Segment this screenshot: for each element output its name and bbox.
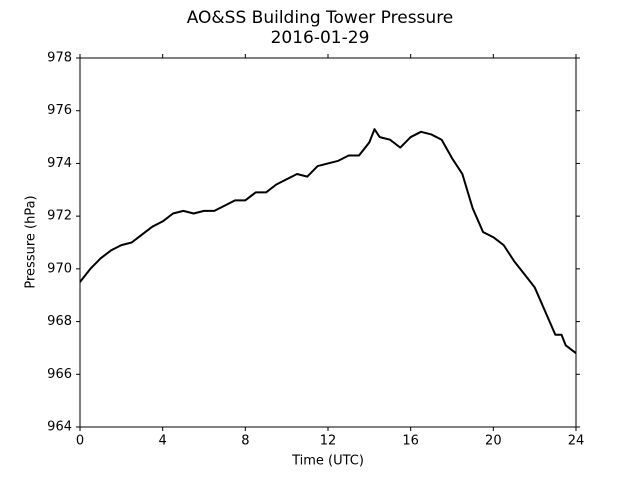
y-tick-label: 966 bbox=[47, 367, 72, 382]
x-tick-label: 8 bbox=[241, 434, 249, 449]
chart-title: AO&SS Building Tower Pressure bbox=[187, 8, 454, 28]
x-axis-label: Time (UTC) bbox=[291, 454, 364, 469]
y-axis-label: Pressure (hPa) bbox=[24, 195, 39, 288]
x-tick-label: 0 bbox=[76, 434, 84, 449]
x-tick-label: 24 bbox=[568, 434, 585, 449]
data-line bbox=[79, 128, 577, 354]
y-tick-label: 976 bbox=[47, 103, 72, 118]
y-tick-label: 972 bbox=[47, 209, 72, 224]
chart-subtitle: 2016-01-29 bbox=[271, 28, 370, 48]
y-tick-label: 970 bbox=[47, 261, 72, 276]
y-tick-label: 974 bbox=[47, 156, 72, 171]
x-tick-label: 12 bbox=[320, 434, 337, 449]
x-tick-label: 16 bbox=[402, 434, 419, 449]
y-tick-label: 964 bbox=[47, 420, 72, 435]
x-tick-label: 20 bbox=[485, 434, 502, 449]
y-tick-label: 978 bbox=[47, 51, 72, 66]
y-tick-label: 968 bbox=[47, 314, 72, 329]
x-tick-label: 4 bbox=[159, 434, 167, 449]
